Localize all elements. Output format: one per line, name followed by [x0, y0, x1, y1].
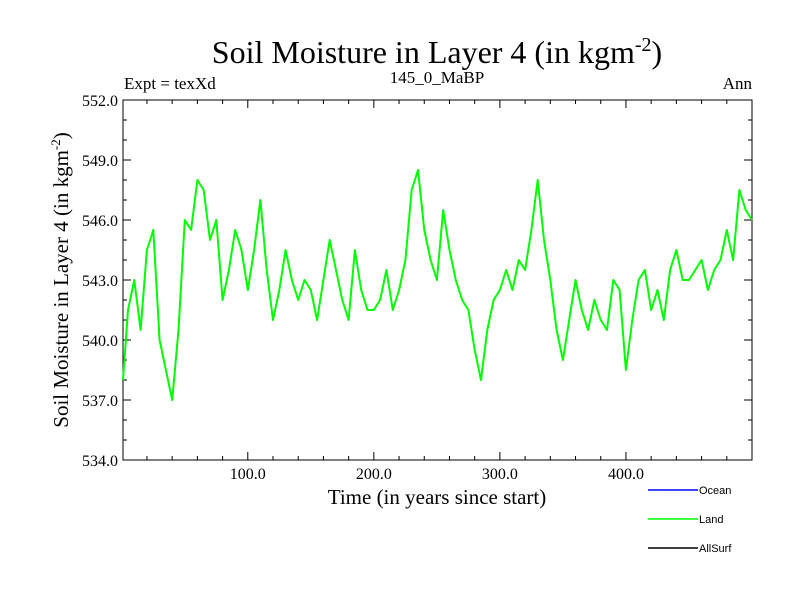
y-tick-label: 540.0 [82, 333, 118, 350]
subtitle-center: 145_0_MaBP [390, 68, 484, 87]
y-tick-label: 552.0 [82, 93, 118, 110]
legend-label-allsurf: AllSurf [699, 543, 732, 555]
y-tick-label: 543.0 [82, 273, 118, 290]
legend-label-land: Land [699, 514, 723, 526]
series-layer [122, 169, 753, 401]
y-axis-label: Soil Moisture in Layer 4 (in kgm-2) [48, 132, 73, 427]
x-axis-label: Time (in years since start) [328, 485, 547, 509]
x-tick-label: 200.0 [356, 466, 392, 483]
x-tick-label: 300.0 [482, 466, 518, 483]
legend-label-ocean: Ocean [699, 485, 731, 497]
x-tick-label: 100.0 [230, 466, 266, 483]
legend: Ocean Land AllSurf [648, 485, 732, 555]
x-tick-label: 400.0 [608, 466, 644, 483]
subtitle-right: Ann [723, 74, 753, 93]
y-tick-label: 534.0 [82, 453, 118, 470]
y-axis-ticks: 534.0 537.0 540.0 543.0 546.0 549.0 552.0 [82, 93, 752, 470]
x-axis-ticks: 100.0 200.0 300.0 400.0 [146, 100, 753, 483]
y-tick-label: 549.0 [82, 153, 118, 170]
y-tick-label: 537.0 [82, 393, 118, 410]
series-line-land [122, 169, 753, 401]
y-tick-label: 546.0 [82, 213, 118, 230]
subtitle-left: Expt = texXd [124, 74, 216, 93]
chart-title: Soil Moisture in Layer 4 (in kgm-2) [212, 34, 662, 70]
